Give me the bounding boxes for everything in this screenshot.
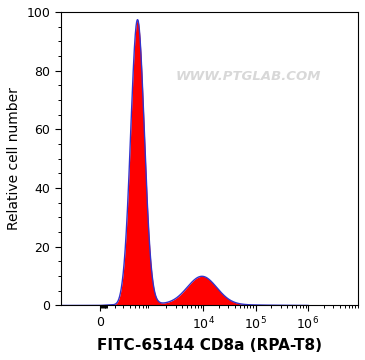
Text: WWW.PTGLAB.COM: WWW.PTGLAB.COM bbox=[175, 70, 321, 83]
X-axis label: FITC-65144 CD8a (RPA-T8): FITC-65144 CD8a (RPA-T8) bbox=[97, 338, 322, 353]
Y-axis label: Relative cell number: Relative cell number bbox=[7, 87, 21, 230]
